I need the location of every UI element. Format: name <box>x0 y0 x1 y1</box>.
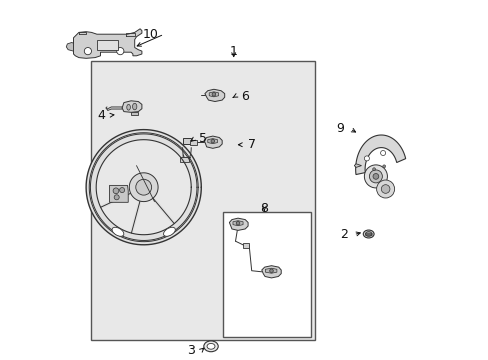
Polygon shape <box>204 136 222 148</box>
Polygon shape <box>265 268 276 273</box>
Text: 5: 5 <box>199 132 207 145</box>
Polygon shape <box>207 139 217 144</box>
Polygon shape <box>354 164 361 167</box>
Polygon shape <box>261 266 281 278</box>
Polygon shape <box>129 173 158 202</box>
Bar <box>223 212 310 337</box>
Circle shape <box>113 188 119 194</box>
Text: 10: 10 <box>142 28 159 41</box>
Circle shape <box>368 170 382 183</box>
Bar <box>97 40 118 50</box>
Ellipse shape <box>132 103 137 110</box>
Polygon shape <box>73 29 142 58</box>
Ellipse shape <box>206 343 215 349</box>
Text: 9: 9 <box>336 122 344 135</box>
Circle shape <box>117 48 123 55</box>
Circle shape <box>236 221 239 225</box>
Text: 2: 2 <box>340 228 347 241</box>
Bar <box>242 243 249 248</box>
Text: 8: 8 <box>260 202 268 215</box>
Text: 3: 3 <box>187 345 195 357</box>
Bar <box>180 157 189 162</box>
Polygon shape <box>122 101 142 112</box>
Circle shape <box>120 188 124 193</box>
Ellipse shape <box>203 341 218 352</box>
Circle shape <box>380 150 385 156</box>
Circle shape <box>382 165 385 168</box>
Polygon shape <box>355 135 405 175</box>
Circle shape <box>372 168 375 171</box>
Ellipse shape <box>365 232 371 237</box>
Text: 4: 4 <box>97 109 104 122</box>
Ellipse shape <box>363 230 373 238</box>
Text: 1: 1 <box>229 45 237 58</box>
Circle shape <box>372 174 378 179</box>
Bar <box>190 140 197 145</box>
Ellipse shape <box>163 227 175 236</box>
Polygon shape <box>66 42 73 51</box>
Polygon shape <box>204 89 224 102</box>
Circle shape <box>269 269 273 273</box>
Circle shape <box>381 185 389 193</box>
Ellipse shape <box>112 227 123 236</box>
Polygon shape <box>86 130 201 245</box>
Polygon shape <box>107 107 122 111</box>
Polygon shape <box>232 221 243 226</box>
Circle shape <box>364 156 368 161</box>
Polygon shape <box>109 185 128 202</box>
Polygon shape <box>229 218 247 230</box>
Text: 7: 7 <box>247 138 256 151</box>
Circle shape <box>376 180 394 198</box>
Circle shape <box>212 93 215 96</box>
Bar <box>182 138 190 144</box>
Bar <box>131 112 138 115</box>
Polygon shape <box>209 92 218 97</box>
Bar <box>91 61 314 340</box>
Text: 6: 6 <box>241 90 248 103</box>
Circle shape <box>211 139 214 143</box>
Circle shape <box>114 195 119 200</box>
Circle shape <box>84 48 91 55</box>
Ellipse shape <box>126 104 130 110</box>
Circle shape <box>364 165 386 188</box>
Circle shape <box>136 179 151 195</box>
